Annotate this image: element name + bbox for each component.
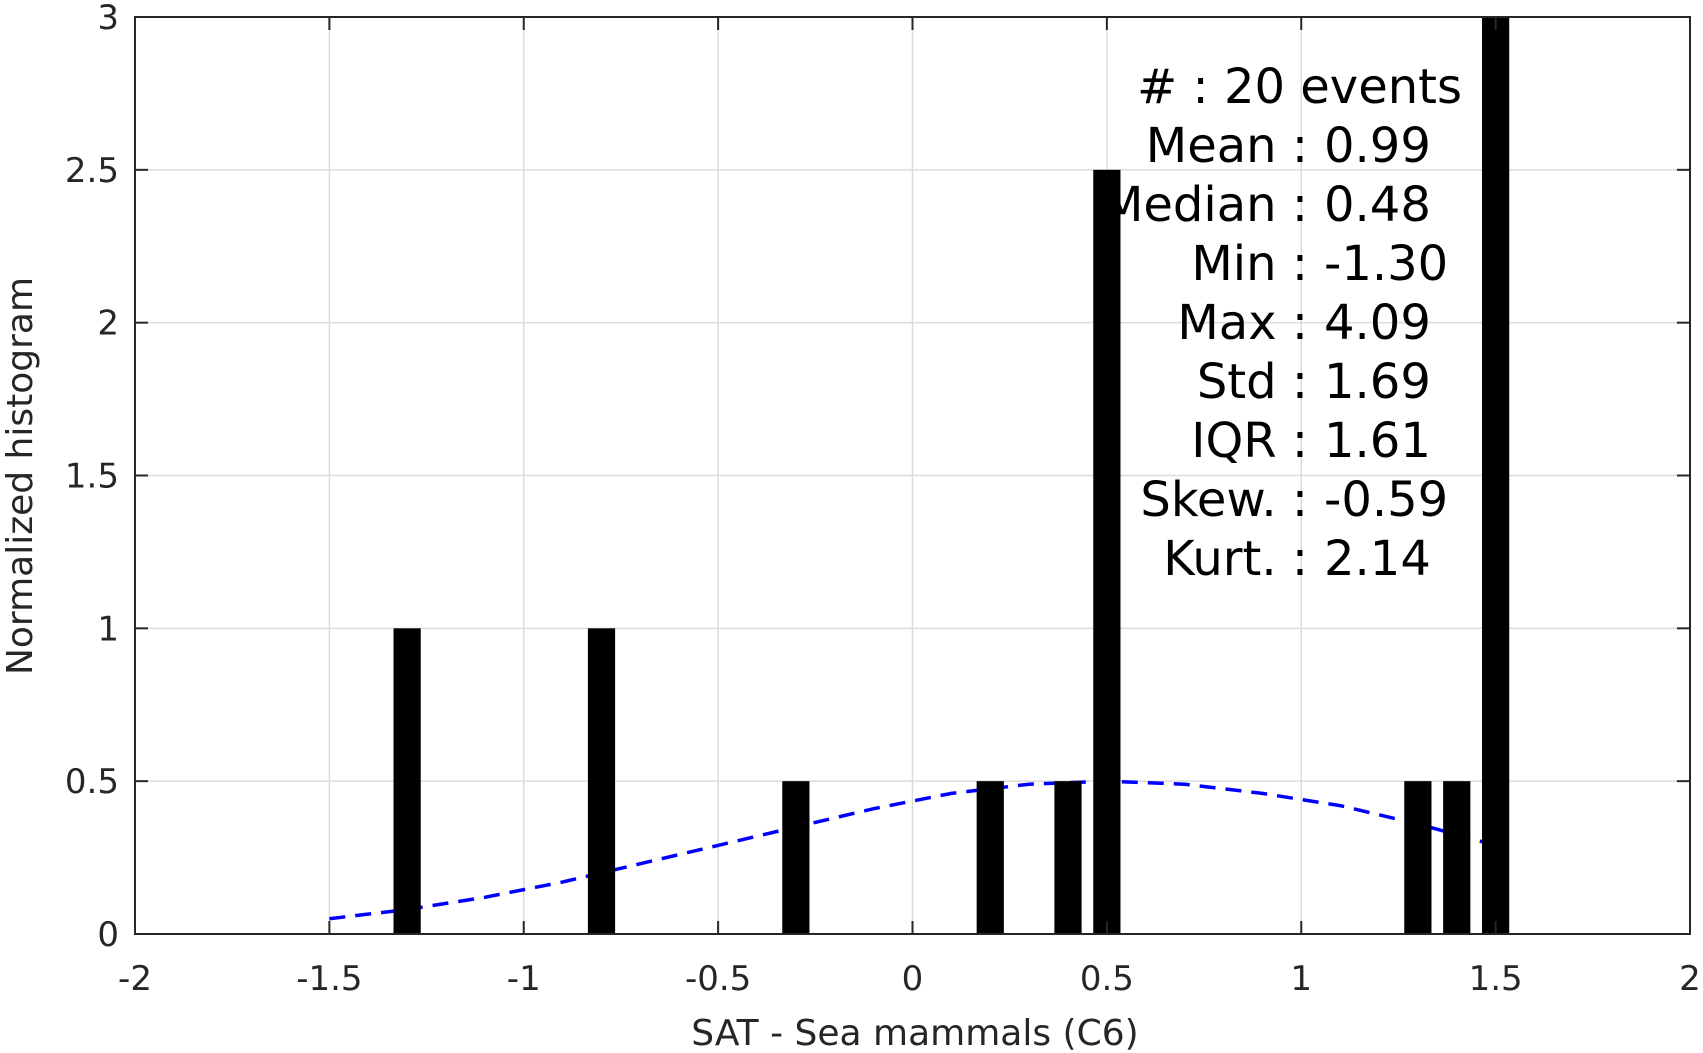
y-tick-label-2: 1 xyxy=(97,609,119,649)
histogram-bar-0 xyxy=(393,628,421,934)
y-tick-label-6: 3 xyxy=(97,0,119,38)
stat-value-3: -1.30 xyxy=(1324,236,1448,292)
stat-value-2: 0.48 xyxy=(1324,177,1431,233)
axis-ticks xyxy=(134,16,1691,935)
stat-value-8: 2.14 xyxy=(1324,531,1431,587)
y-tick-label-5: 2.5 xyxy=(65,151,119,191)
y-tick-label-4: 2 xyxy=(97,304,119,344)
histogram-bars xyxy=(393,17,1510,935)
x-tick-label-1: -1.5 xyxy=(296,959,362,999)
histogram-bar-5 xyxy=(1093,169,1121,935)
x-tick-label-0: -2 xyxy=(118,959,152,999)
x-axis-label: SAT - Sea mammals (C6) xyxy=(691,1013,1138,1053)
x-tick-label-5: 0.5 xyxy=(1080,959,1134,999)
x-tick-label-7: 1.5 xyxy=(1469,959,1523,999)
histogram-bar-7 xyxy=(1443,781,1471,934)
stat-label-1: Mean : xyxy=(1146,118,1308,174)
stat-value-1: 0.99 xyxy=(1324,118,1431,174)
histogram-bar-8 xyxy=(1482,17,1510,934)
histogram-bar-1 xyxy=(587,628,616,934)
histogram-bar-2 xyxy=(782,781,810,934)
stat-label-8: Kurt. : xyxy=(1163,531,1308,587)
stat-value-7: -0.59 xyxy=(1324,472,1448,528)
y-tick-labels: 0 0.5 1 1.5 2 2.5 3 xyxy=(65,0,119,955)
normal-fit-curve-group xyxy=(329,779,1497,921)
normal-fit-curve xyxy=(329,779,1497,921)
histogram-bar-6 xyxy=(1404,781,1432,934)
stat-value-5: 1.69 xyxy=(1324,354,1431,410)
y-axis-label: Normalized histogram xyxy=(0,277,41,675)
stat-label-6: IQR : xyxy=(1191,413,1308,469)
stat-label-3: Min : xyxy=(1191,236,1308,292)
x-tick-label-2: -1 xyxy=(507,959,541,999)
stat-label-5: Std : xyxy=(1197,354,1308,410)
y-tick-label-0: 0 xyxy=(97,915,119,955)
stat-label-4: Max : xyxy=(1177,295,1308,351)
x-tick-label-6: 1 xyxy=(1290,959,1312,999)
stat-label-7: Skew. : xyxy=(1140,472,1308,528)
histogram-bar-3 xyxy=(976,781,1004,934)
y-tick-label-3: 1.5 xyxy=(65,457,119,497)
y-tick-label-1: 0.5 xyxy=(65,762,119,802)
stat-count: # : 20 events xyxy=(1137,59,1462,115)
x-tick-label-4: 0 xyxy=(902,959,924,999)
x-tick-labels: -2 -1.5 -1 -0.5 0 0.5 1 1.5 2 xyxy=(118,959,1701,999)
stat-value-4: 4.09 xyxy=(1324,295,1431,351)
x-tick-label-3: -0.5 xyxy=(685,959,751,999)
x-tick-label-8: 2 xyxy=(1679,959,1701,999)
stat-label-2: Median : xyxy=(1102,177,1308,233)
histogram-bar-4 xyxy=(1054,781,1082,934)
stat-value-6: 1.61 xyxy=(1324,413,1431,469)
